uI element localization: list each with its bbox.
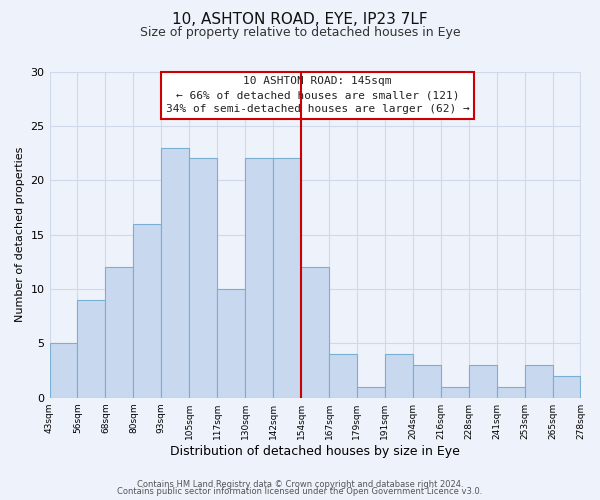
Bar (301, 267, 329, 398)
Bar (497, 387, 524, 398)
Bar (524, 365, 553, 398)
Text: Contains public sector information licensed under the Open Government Licence v3: Contains public sector information licen… (118, 488, 482, 496)
Bar (245, 158, 273, 398)
Bar (106, 267, 133, 398)
Bar (50, 344, 77, 398)
Y-axis label: Number of detached properties: Number of detached properties (15, 147, 25, 322)
Bar (357, 387, 385, 398)
Text: Contains HM Land Registry data © Crown copyright and database right 2024.: Contains HM Land Registry data © Crown c… (137, 480, 463, 489)
Bar (77, 300, 106, 398)
X-axis label: Distribution of detached houses by size in Eye: Distribution of detached houses by size … (170, 444, 460, 458)
Bar (273, 158, 301, 398)
Text: Size of property relative to detached houses in Eye: Size of property relative to detached ho… (140, 26, 460, 39)
Bar (133, 224, 161, 398)
Bar (413, 365, 441, 398)
Text: 10 ASHTON ROAD: 145sqm
← 66% of detached houses are smaller (121)
34% of semi-de: 10 ASHTON ROAD: 145sqm ← 66% of detached… (166, 76, 470, 114)
Bar (217, 289, 245, 398)
Text: 10, ASHTON ROAD, EYE, IP23 7LF: 10, ASHTON ROAD, EYE, IP23 7LF (172, 12, 428, 28)
Bar (329, 354, 357, 398)
Bar (553, 376, 580, 398)
Bar (161, 148, 189, 398)
Bar (189, 158, 217, 398)
Bar (385, 354, 413, 398)
Bar (469, 365, 497, 398)
Bar (441, 387, 469, 398)
